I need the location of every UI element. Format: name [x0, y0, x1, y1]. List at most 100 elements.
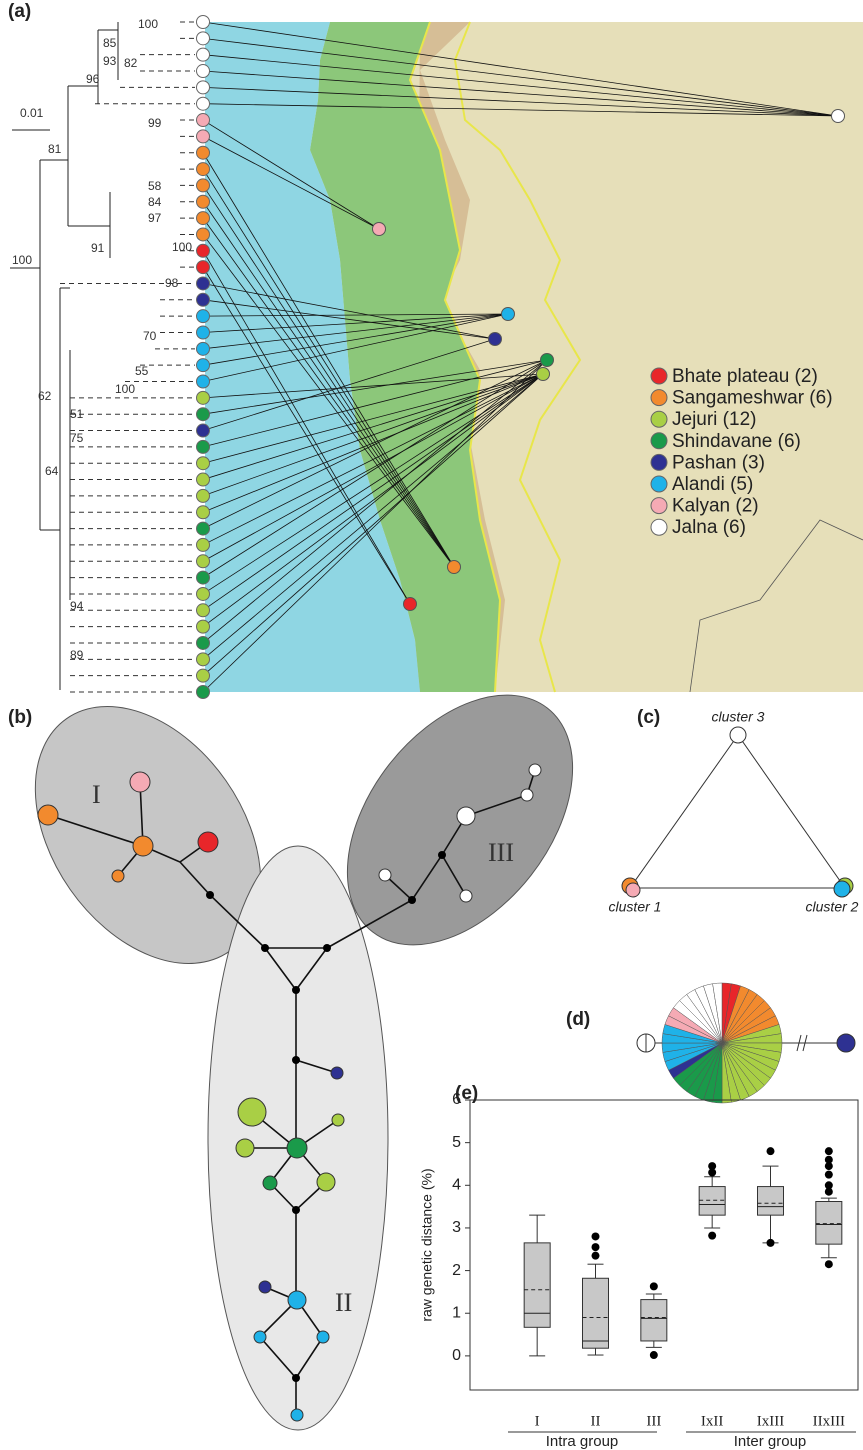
- legend-swatch: [651, 454, 667, 470]
- haplotype: [238, 1098, 266, 1126]
- cluster-triangle: cluster 3 cluster 1 cluster 2: [609, 709, 859, 915]
- tree-tip: [197, 522, 210, 535]
- outlier: [825, 1181, 833, 1189]
- tree-tip: [197, 163, 210, 176]
- group-label: Inter group: [734, 1433, 807, 1450]
- legend-label: Jalna (6): [672, 517, 746, 538]
- cluster-label: cluster 3: [712, 709, 765, 725]
- support-value: 62: [38, 389, 52, 403]
- outlier: [825, 1147, 833, 1155]
- group-label: II: [335, 1288, 352, 1317]
- tree-tip: [197, 587, 210, 600]
- haplotype: [287, 1138, 307, 1158]
- support-value: 91: [91, 241, 105, 255]
- legend-swatch: [651, 498, 667, 514]
- cluster-label: cluster 1: [609, 899, 662, 915]
- haplotype: [38, 805, 58, 825]
- panel-label: (e): [455, 1083, 478, 1104]
- legend-label: Sangameshwar (6): [672, 388, 833, 409]
- outlier: [825, 1260, 833, 1268]
- tree-tip: [197, 228, 210, 241]
- haplotype: [837, 1034, 855, 1052]
- legend-label: Shindavane (6): [672, 431, 801, 452]
- legend-swatch: [651, 411, 667, 427]
- outlier: [708, 1162, 716, 1170]
- y-tick-label: 2: [452, 1262, 461, 1279]
- triangle: [630, 735, 845, 888]
- support-value: 58: [148, 179, 162, 193]
- panel-label: (a): [8, 1, 31, 22]
- tree-tip: [197, 555, 210, 568]
- haplotype: [288, 1291, 306, 1309]
- tree-tip: [197, 359, 210, 372]
- tree-tip: [197, 97, 210, 110]
- median-vector: [292, 1206, 300, 1214]
- median-vector: [292, 986, 300, 994]
- legend-label: Alandi (5): [672, 474, 753, 495]
- haplotype: [133, 836, 153, 856]
- tree-tip: [197, 604, 210, 617]
- site: [489, 333, 502, 346]
- median-vector: [323, 944, 331, 952]
- support-value: 100: [172, 240, 192, 254]
- site: [502, 308, 515, 321]
- support-value: 85: [103, 36, 117, 50]
- legend-swatch: [651, 368, 667, 384]
- site: [541, 354, 554, 367]
- support-value: 64: [45, 464, 59, 478]
- tree-tip: [197, 310, 210, 323]
- tree-tip: [197, 440, 210, 453]
- y-tick-label: 5: [452, 1134, 461, 1151]
- tree-tip: [197, 506, 210, 519]
- figure: Bhate plateau (2)Sangameshwar (6)Jejuri …: [0, 0, 863, 1450]
- support-value: 94: [70, 599, 84, 613]
- outlier: [825, 1171, 833, 1179]
- legend-label: Kalyan (2): [672, 496, 759, 517]
- outlier: [592, 1232, 600, 1240]
- tree-tip: [197, 244, 210, 257]
- support-value: 96: [86, 72, 100, 86]
- group-label: III: [488, 838, 514, 867]
- median-vector: [438, 851, 446, 859]
- support-value: 100: [115, 382, 135, 396]
- support-value: 97: [148, 211, 162, 225]
- group-label: I: [92, 780, 101, 809]
- outlier: [767, 1239, 775, 1247]
- coi-network: [637, 983, 855, 1103]
- box: [583, 1278, 609, 1348]
- box: [641, 1300, 667, 1341]
- box: [524, 1243, 550, 1327]
- haplotype: [263, 1176, 277, 1190]
- haplotype: [379, 869, 391, 881]
- haplotype: [291, 1409, 303, 1421]
- support-value: 70: [143, 329, 157, 343]
- tree-tip: [197, 326, 210, 339]
- tree-tip: [197, 636, 210, 649]
- median-vector: [206, 891, 214, 899]
- support-value: 100: [138, 17, 158, 31]
- site: [404, 598, 417, 611]
- support-value: 100: [12, 253, 32, 267]
- cluster-node: [626, 883, 640, 897]
- tree-tip: [197, 277, 210, 290]
- cluster-node: [730, 727, 746, 743]
- support-value: 51: [70, 407, 84, 421]
- legend-swatch: [651, 390, 667, 406]
- legend-swatch: [651, 433, 667, 449]
- haplotype: [112, 870, 124, 882]
- median-vector: [261, 944, 269, 952]
- outlier: [592, 1252, 600, 1260]
- haplotype: [130, 772, 150, 792]
- haplotype: [457, 807, 475, 825]
- tree-tip: [197, 16, 210, 29]
- map: [205, 22, 863, 692]
- haplotype: [332, 1114, 344, 1126]
- support-value: 99: [148, 116, 162, 130]
- haplotype: [317, 1173, 335, 1191]
- tree-tip: [197, 457, 210, 470]
- outlier: [650, 1351, 658, 1359]
- tree-tip: [197, 293, 210, 306]
- support-value: 81: [48, 142, 62, 156]
- panel-label: (d): [566, 1009, 590, 1030]
- tree-tip: [197, 114, 210, 127]
